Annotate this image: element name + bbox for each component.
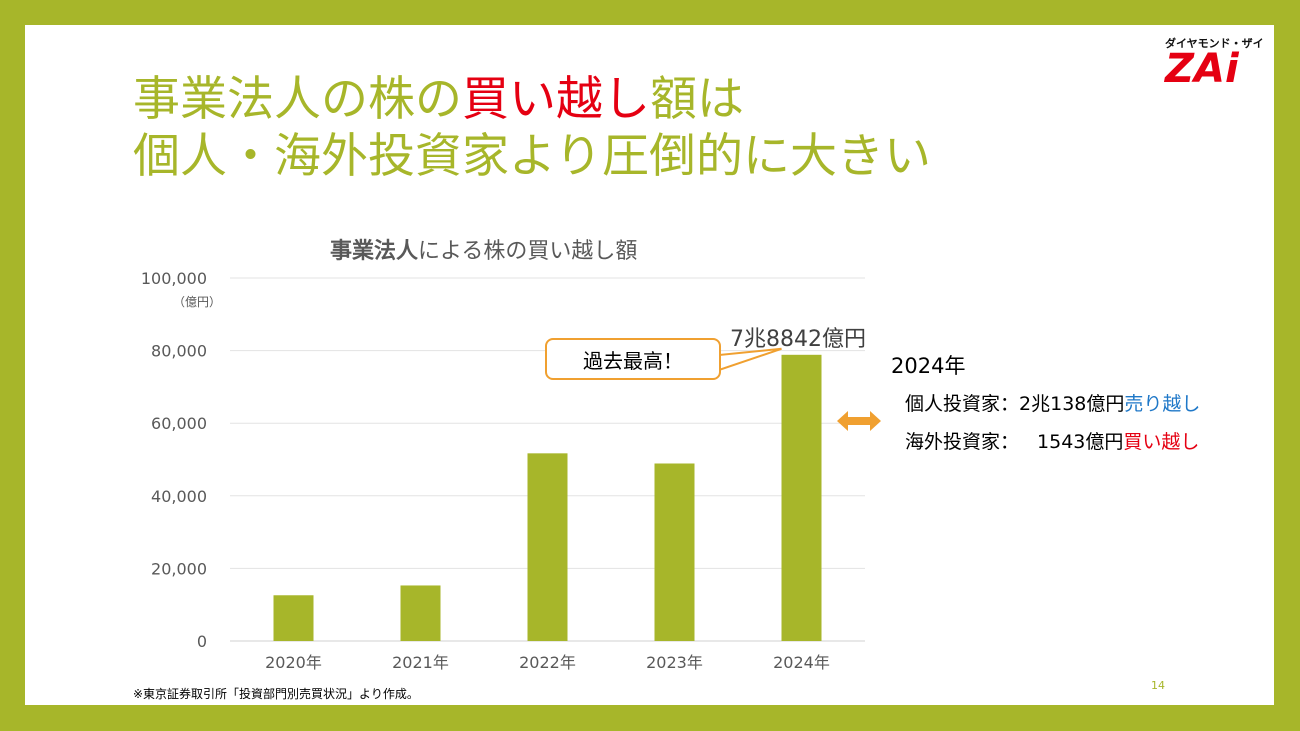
logo-main-text: ZAi — [1165, 46, 1239, 92]
y-tick-label: 20,000 — [151, 559, 207, 578]
bar-chart: 0 20,000 40,000 60,000 80,000 100,000 2020年 202… — [141, 269, 865, 672]
title-line1-pre: 事業法人の株の — [133, 72, 462, 127]
x-tick-label: 2024年 — [773, 653, 830, 672]
overseas-label: 海外投資家： — [905, 431, 1020, 453]
individual-value: 2兆138億円 — [1019, 393, 1125, 415]
y-tick-label: 60,000 — [151, 414, 207, 433]
x-tick-label: 2023年 — [646, 653, 703, 672]
logo-top-text: ダイヤモンド・ザイ — [1165, 37, 1264, 50]
chart-title-bold: 事業法人 — [330, 239, 419, 264]
individual-status: 売り越し — [1124, 393, 1201, 415]
individual-label: 個人投資家： — [905, 393, 1020, 415]
info-row-overseas: 海外投資家： 1543億円買い越し — [905, 427, 1199, 454]
title-line1-post: 額は — [650, 72, 744, 127]
title-line-2: 個人・海外投資家より圧倒的に大きい — [133, 129, 932, 184]
y-tick-label: 80,000 — [151, 342, 207, 361]
slide: ダイヤモンド・ザイ ZAi 事業法人の株の買い越し額は 個人・海外投資家より圧倒… — [25, 25, 1274, 705]
x-tick-label: 2022年 — [519, 653, 576, 672]
page-number: 14 — [1151, 679, 1165, 692]
y-tick-label: 40,000 — [151, 487, 207, 506]
record-high-callout: 過去最高！ — [545, 338, 721, 380]
title-line-1: 事業法人の株の買い越し額は — [133, 71, 931, 128]
y-tick-label: 0 — [197, 632, 207, 651]
chart-title: 事業法人による株の買い越し額 — [330, 233, 637, 265]
slide-title: 事業法人の株の買い越し額は 個人・海外投資家より圧倒的に大きい — [133, 71, 931, 185]
bar — [400, 585, 441, 641]
overseas-status: 買い越し — [1123, 431, 1200, 453]
double-arrow-icon — [837, 411, 881, 431]
title-line1-highlight: 買い越し — [462, 72, 650, 127]
overseas-value: 1543億円 — [1037, 431, 1124, 453]
x-tick-label: 2021年 — [392, 653, 449, 672]
bar — [527, 453, 568, 641]
bar — [781, 354, 822, 641]
chart-title-rest: による株の買い越し額 — [418, 239, 638, 264]
y-axis-unit: （億円） — [173, 295, 222, 309]
bar — [273, 595, 314, 641]
info-row-individual: 個人投資家：2兆138億円売り越し — [905, 389, 1200, 416]
zai-logo: ダイヤモンド・ザイ ZAi — [1165, 35, 1265, 95]
info-year: 2024年 — [891, 354, 966, 378]
max-value-annotation: 7兆8842億円 — [730, 327, 866, 352]
x-tick-label: 2020年 — [265, 653, 322, 672]
bar — [654, 463, 695, 641]
y-tick-label: 100,000 — [141, 269, 207, 288]
source-footnote: ※東京証券取引所「投資部門別売買状況」より作成。 — [133, 687, 419, 701]
